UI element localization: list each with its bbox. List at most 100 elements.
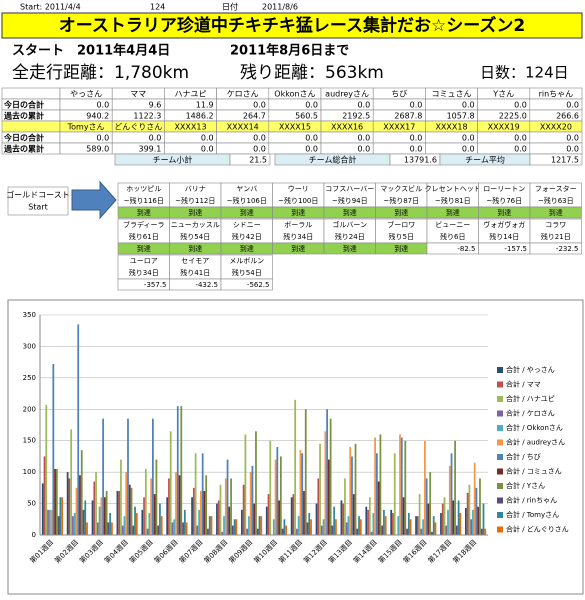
column-header: XXXX13: [174, 123, 206, 132]
y-tick-label: 100: [23, 468, 36, 476]
cell: [426, 218, 479, 244]
cell-value: 0.0: [253, 145, 266, 154]
bar: [221, 531, 224, 535]
bar: [473, 462, 476, 535]
bar: [216, 503, 218, 535]
cell: [529, 242, 582, 255]
place-name: セイモア: [181, 257, 209, 265]
bar: [175, 472, 177, 535]
place-days: 残り54日: [232, 268, 262, 277]
place-status: 到達: [549, 208, 563, 217]
bar: [146, 528, 149, 535]
cell-value: 0.0: [305, 101, 318, 110]
place-status: -82.5: [457, 245, 475, 253]
cell-value: 0.0: [566, 101, 579, 110]
cell: [529, 206, 582, 219]
bar: [404, 440, 407, 535]
cell: [529, 153, 583, 166]
remaining: 残り距離：563km: [240, 63, 384, 83]
place-status: 到達: [240, 244, 254, 253]
bar: [95, 472, 97, 535]
place-name: ブラディーラ: [123, 220, 165, 229]
bar: [96, 522, 99, 535]
bar: [54, 469, 56, 535]
summary-label: チーム総合計: [309, 155, 357, 165]
bar: [196, 525, 199, 535]
y-tick-label: 200: [23, 405, 36, 413]
legend-swatch: [497, 468, 503, 475]
place-days: ~残り87日: [383, 196, 419, 205]
place-days: 残り21日: [541, 232, 571, 241]
bar: [356, 528, 359, 535]
bar: [466, 492, 469, 535]
bar: [370, 531, 373, 535]
bar: [79, 475, 81, 535]
legend-swatch: [497, 439, 503, 446]
bar: [169, 431, 172, 535]
bar: [399, 434, 401, 535]
bar: [445, 525, 448, 535]
start-line: スタート 2011年4月4日: [12, 43, 170, 59]
bar: [102, 418, 104, 535]
legend-swatch: [497, 425, 503, 431]
bar: [248, 516, 250, 535]
legend-swatch: [497, 526, 503, 533]
bar: [134, 506, 136, 535]
bar: [116, 491, 119, 535]
bar: [265, 506, 268, 535]
cell-value: 0.0: [96, 134, 109, 143]
bar: [440, 513, 442, 535]
bar: [358, 516, 360, 535]
bar: [320, 525, 323, 535]
cell-value: 264.7: [243, 112, 266, 121]
place-name: ブーロワ: [387, 220, 415, 229]
cell-value: 0.0: [566, 134, 579, 143]
place-name: ホッツピル: [126, 185, 161, 193]
bar: [48, 509, 51, 535]
cell: [229, 153, 271, 166]
legend-label: 合計 / ハナユピ: [506, 394, 555, 403]
bar: [208, 516, 211, 535]
place-days: 残り14日: [489, 232, 519, 241]
cell-value: 1122.3: [133, 112, 161, 121]
course-start-sub: Start: [28, 203, 48, 212]
bar: [472, 509, 474, 535]
cell-value: 2687.8: [394, 112, 422, 121]
bar: [41, 483, 44, 535]
bar: [376, 453, 378, 535]
cell-value: 11.9: [196, 101, 214, 110]
cell-value: 2192.5: [342, 112, 370, 121]
bar: [354, 443, 357, 535]
cell-value: 0.0: [514, 145, 527, 154]
bar: [55, 469, 58, 535]
bar: [157, 525, 160, 535]
bar: [407, 513, 410, 535]
bar: [192, 487, 195, 535]
bar: [148, 513, 151, 535]
column-header: ママ: [130, 90, 146, 99]
bar: [393, 453, 396, 535]
course-start: ゴールドコースト: [6, 190, 70, 200]
y-tick-label: 0: [32, 531, 36, 539]
bar: [121, 525, 124, 535]
bar: [416, 516, 419, 535]
bar: [256, 528, 259, 535]
bar: [242, 484, 245, 535]
bar: [72, 516, 74, 535]
bar: [424, 440, 426, 535]
cell: [478, 218, 531, 244]
place-days: ~残り76日: [486, 196, 522, 205]
legend-swatch: [497, 454, 503, 460]
legend-label: 合計 / ママ: [506, 380, 541, 389]
cell: [220, 218, 273, 244]
place-name: シドニー: [233, 221, 261, 229]
bar: [342, 503, 345, 535]
end-line: 2011年8月6日まで: [230, 43, 349, 59]
bar: [231, 525, 234, 535]
cell-value: 0.0: [305, 134, 318, 143]
bar: [447, 509, 449, 535]
cell: [323, 182, 376, 208]
title-banner: [1, 12, 583, 39]
bar: [301, 453, 304, 535]
bar: [226, 459, 229, 535]
